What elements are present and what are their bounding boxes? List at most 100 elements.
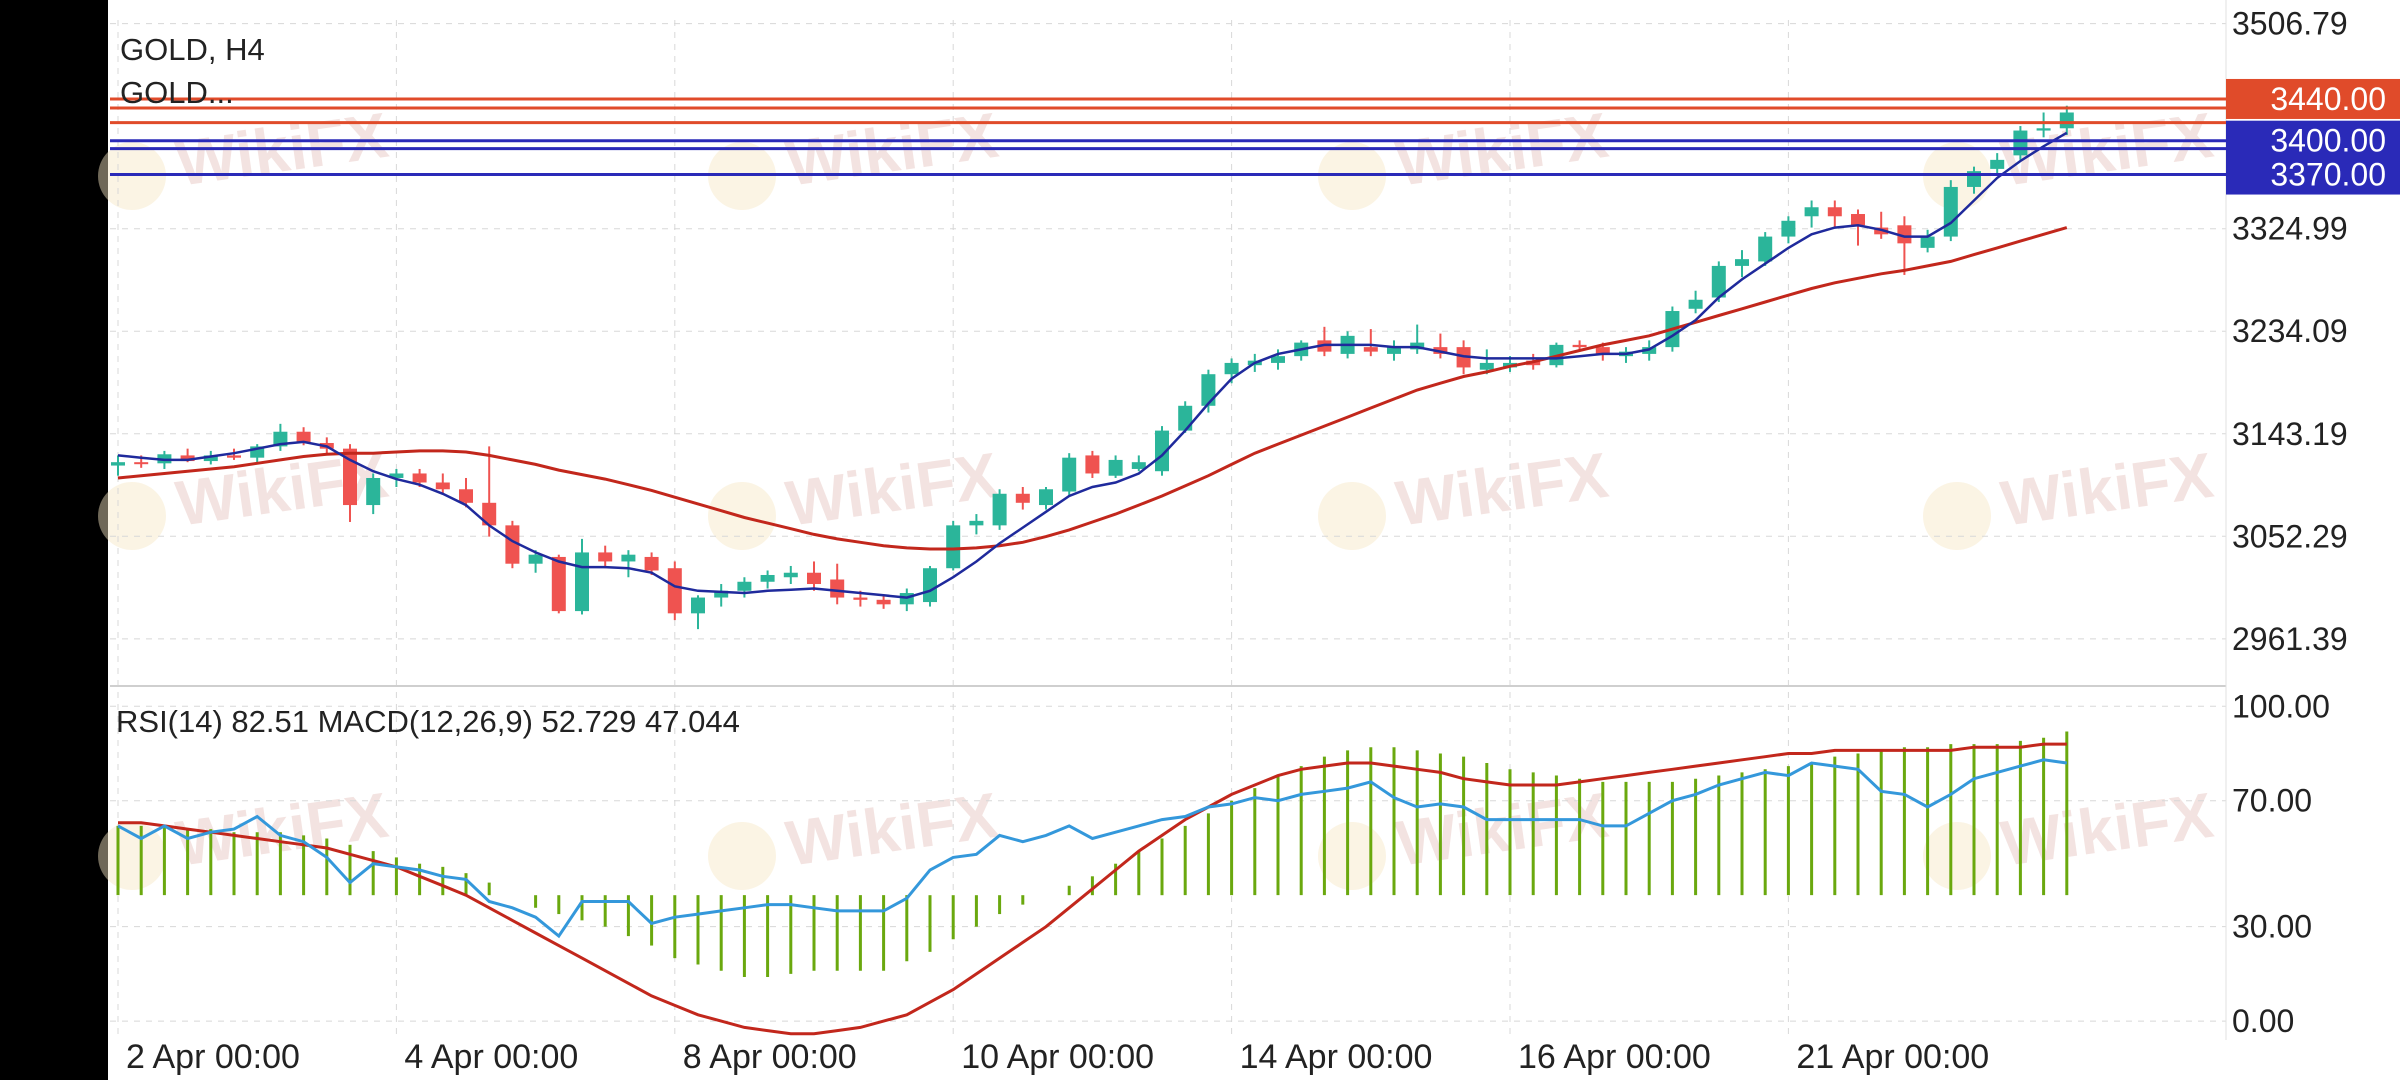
signal-line	[118, 742, 2067, 1036]
candle-body	[2036, 128, 2051, 131]
candle-body	[2013, 130, 2028, 156]
candle-body	[946, 525, 961, 569]
candle-body	[783, 572, 798, 578]
price-axis-tick-label: 2961.39	[2232, 621, 2348, 657]
indicator-axis-tick-label: 70.00	[2232, 783, 2312, 819]
candle-body	[134, 462, 149, 465]
watermark-text: WikiFX	[782, 779, 1003, 880]
candle-body	[2059, 112, 2074, 129]
watermark-logo-icon	[1318, 822, 1386, 890]
time-axis-tick-label: 2 Apr 00:00	[126, 1038, 300, 1076]
candle-body	[389, 473, 404, 478]
watermark-text: WikiFX	[172, 779, 393, 880]
candle-body	[1758, 236, 1773, 262]
moving-averages-layer	[117, 131, 2068, 599]
candle-body	[551, 556, 566, 612]
watermark-text: WikiFX	[1997, 439, 2218, 540]
candle-body	[366, 477, 381, 506]
candle-body	[1804, 207, 1819, 217]
candle-body	[412, 473, 427, 483]
candle-body	[1595, 347, 1610, 354]
price-axis-tick-label: 3506.79	[2232, 6, 2348, 42]
watermark-logo-icon	[98, 822, 166, 890]
candle-body	[667, 568, 682, 614]
price-level-badge	[2226, 120, 2400, 161]
price-axis-tick-label: 3234.09	[2232, 313, 2348, 349]
price-axis-tick-label: 3052.29	[2232, 518, 2348, 554]
watermark-logo-icon	[708, 822, 776, 890]
symbol-subtitle: GOLD...	[120, 75, 234, 110]
candle-body	[760, 574, 775, 582]
candle-body	[1387, 347, 1401, 354]
candle-body	[644, 556, 659, 571]
candle-body	[1479, 362, 1494, 370]
candle-body	[296, 431, 311, 444]
candle-body	[621, 554, 636, 562]
price-axis: 3506.79 3324.99 3234.09 3143.19 3052.29 2961.…	[2232, 6, 2348, 657]
candle-body	[1085, 455, 1100, 474]
candle-body	[203, 455, 218, 462]
candle-body	[992, 493, 1007, 526]
candle-body	[1711, 265, 1726, 298]
price-level-badge-label: 3440.00	[2270, 81, 2386, 117]
candle-body	[1224, 362, 1239, 375]
indicator-axis-tick-label: 100.00	[2232, 688, 2330, 724]
price-level-badge	[2226, 154, 2400, 195]
candle-body	[1015, 493, 1030, 503]
watermark-logo-icon	[1923, 822, 1991, 890]
watermark-text: WikiFX	[1997, 779, 2218, 880]
candle-body	[180, 455, 195, 462]
watermark-logo-icon	[1318, 482, 1386, 550]
candle-body	[1039, 489, 1053, 506]
candle-body	[528, 554, 543, 564]
left-edge-bar	[0, 0, 108, 1080]
candle-body	[1735, 259, 1749, 266]
candle-body	[876, 599, 891, 605]
candle-body	[969, 520, 984, 526]
candle-body	[1271, 356, 1285, 363]
time-axis-tick-label: 8 Apr 00:00	[683, 1038, 857, 1076]
candle-body	[1781, 220, 1796, 237]
candle-body	[1062, 457, 1077, 492]
time-axis-tick-label: 10 Apr 00:00	[961, 1038, 1154, 1076]
fast-moving-average-line	[117, 131, 2068, 599]
candle-body	[1131, 462, 1146, 469]
candle-body	[1201, 374, 1216, 406]
indicator-axis-tick-label: 30.00	[2232, 909, 2312, 945]
candle-body	[1897, 225, 1912, 244]
candle-body	[807, 572, 821, 585]
candle-body	[1827, 207, 1842, 217]
indicator-panel: 100.00 70.00 30.00 0.00	[116, 688, 2330, 1039]
candle-body	[1363, 347, 1378, 352]
candle-body	[1943, 186, 1958, 237]
candle-body	[1108, 459, 1123, 476]
candle-body	[737, 581, 752, 591]
watermark-logo-icon	[1923, 482, 1991, 550]
candle-body	[1572, 344, 1587, 348]
candle-body	[714, 590, 729, 598]
candle-body	[830, 579, 845, 598]
time-axis-tick-label: 21 Apr 00:00	[1796, 1038, 1989, 1076]
candle-body	[227, 455, 241, 458]
candle-body	[482, 502, 497, 526]
watermark-text: WikiFX	[1392, 439, 1613, 540]
candle-body	[923, 568, 937, 603]
candle-body	[1688, 299, 1703, 309]
candle-body	[575, 552, 589, 612]
candle-body	[1155, 430, 1169, 472]
indicator-label: RSI(14) 82.51 MACD(12,26,9) 52.729 47.04…	[116, 704, 740, 739]
indicator-axis-tick-label: 0.00	[2232, 1003, 2294, 1039]
grid-layer	[110, 0, 2227, 1040]
candle-body	[853, 597, 868, 600]
candle-body	[598, 552, 613, 562]
slow-moving-average-line	[117, 226, 2068, 551]
price-axis-tick-label: 3143.19	[2232, 416, 2348, 452]
time-axis-tick-label: 4 Apr 00:00	[404, 1038, 578, 1076]
time-axis: 2 Apr 00:00 4 Apr 00:00 8 Apr 00:00 10 Apr …	[126, 1038, 1989, 1076]
price-level-badge-label: 3400.00	[2270, 123, 2386, 159]
price-axis-tick-label: 3324.99	[2232, 211, 2348, 247]
watermark-logo-icon	[98, 482, 166, 550]
